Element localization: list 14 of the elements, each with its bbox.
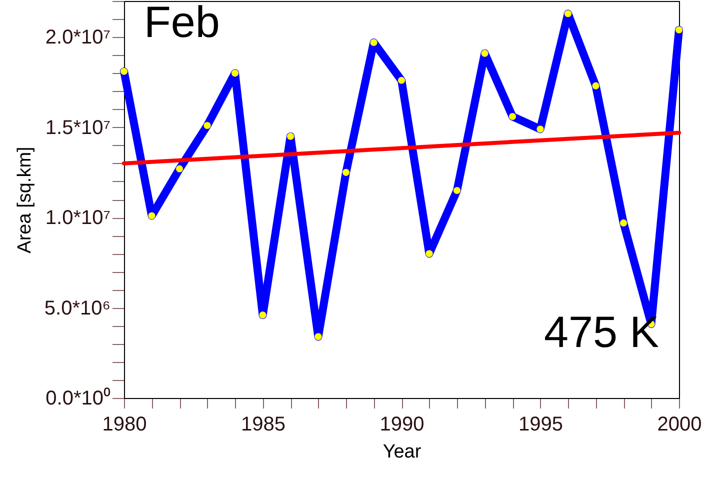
y-axis-title: Area [sq.km] [14, 146, 36, 254]
y-tick-label: 2.0*10⁷ [45, 26, 110, 49]
y-tick-label: 1.5*10⁷ [45, 116, 110, 139]
y-tick-label: 0.0*10⁰ [46, 386, 110, 410]
annotation: Feb [144, 0, 220, 47]
annotation: 475 K [544, 308, 659, 357]
x-tick-label: 1995 [518, 414, 563, 436]
x-axis-title: Year [382, 442, 422, 462]
y-tick-label: 5.0*10⁶ [44, 297, 110, 320]
x-tick-label: 2000 [657, 414, 702, 436]
x-tick-label: 1980 [102, 414, 147, 436]
y-tick-label: 1.0*10⁷ [45, 207, 110, 230]
x-tick-label: 1985 [241, 414, 286, 436]
x-tick-label: 1990 [380, 414, 424, 436]
